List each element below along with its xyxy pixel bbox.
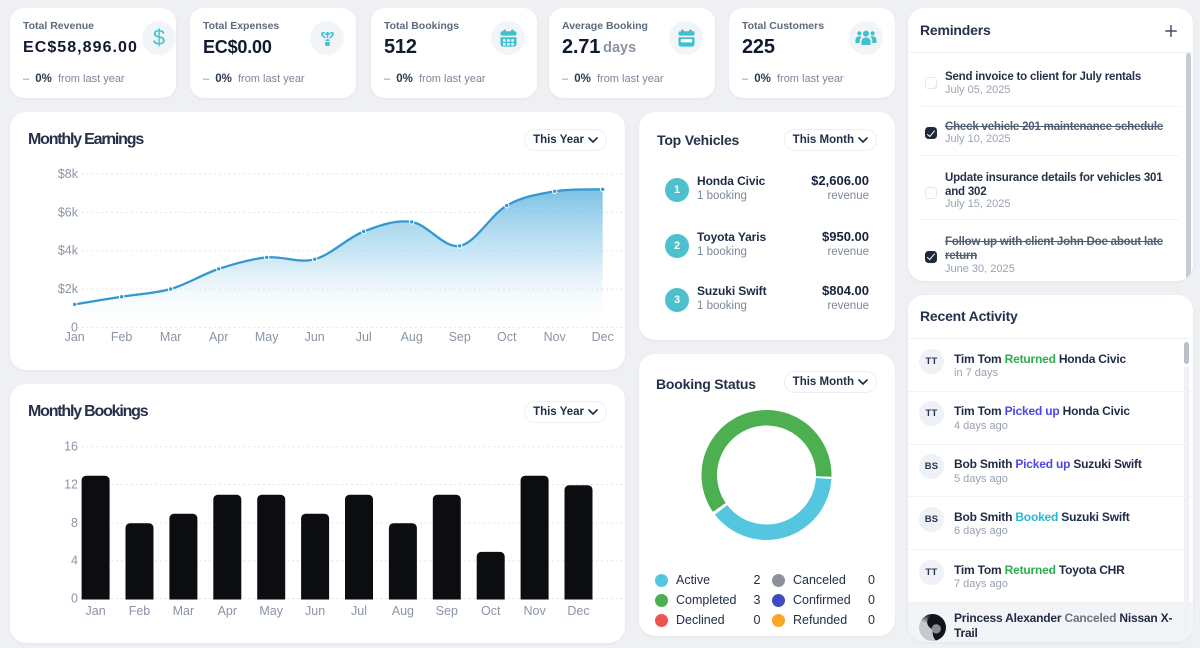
svg-text:Feb: Feb: [129, 604, 151, 618]
svg-text:4: 4: [71, 554, 78, 568]
svg-text:Apr: Apr: [209, 330, 228, 344]
svg-text:Jun: Jun: [305, 330, 325, 344]
svg-text:Mar: Mar: [160, 330, 182, 344]
svg-text:Sep: Sep: [436, 604, 458, 618]
svg-text:16: 16: [64, 440, 78, 454]
svg-text:$8k: $8k: [58, 167, 79, 181]
svg-text:$4k: $4k: [58, 244, 79, 258]
svg-text:Apr: Apr: [218, 604, 237, 618]
svg-text:Oct: Oct: [497, 330, 517, 344]
svg-text:Sep: Sep: [449, 330, 471, 344]
svg-text:Jul: Jul: [351, 604, 367, 618]
svg-text:8: 8: [71, 516, 78, 530]
svg-text:Feb: Feb: [111, 330, 133, 344]
svg-text:May: May: [255, 330, 279, 344]
svg-text:0: 0: [71, 592, 78, 606]
svg-text:May: May: [259, 604, 283, 618]
svg-text:0: 0: [71, 320, 78, 334]
svg-text:Jan: Jan: [86, 604, 106, 618]
svg-text:Jun: Jun: [305, 604, 325, 618]
svg-text:Oct: Oct: [481, 604, 501, 618]
svg-text:Jan: Jan: [65, 330, 85, 344]
svg-text:Aug: Aug: [392, 604, 414, 618]
svg-text:Dec: Dec: [567, 604, 589, 618]
svg-text:Mar: Mar: [173, 604, 195, 618]
svg-text:Nov: Nov: [523, 604, 546, 618]
svg-text:Jul: Jul: [356, 330, 372, 344]
svg-text:$6k: $6k: [58, 205, 79, 219]
svg-text:$2k: $2k: [58, 282, 79, 296]
svg-text:Aug: Aug: [401, 330, 423, 344]
svg-text:Nov: Nov: [544, 330, 567, 344]
svg-text:12: 12: [64, 478, 78, 492]
svg-text:Dec: Dec: [592, 330, 614, 344]
